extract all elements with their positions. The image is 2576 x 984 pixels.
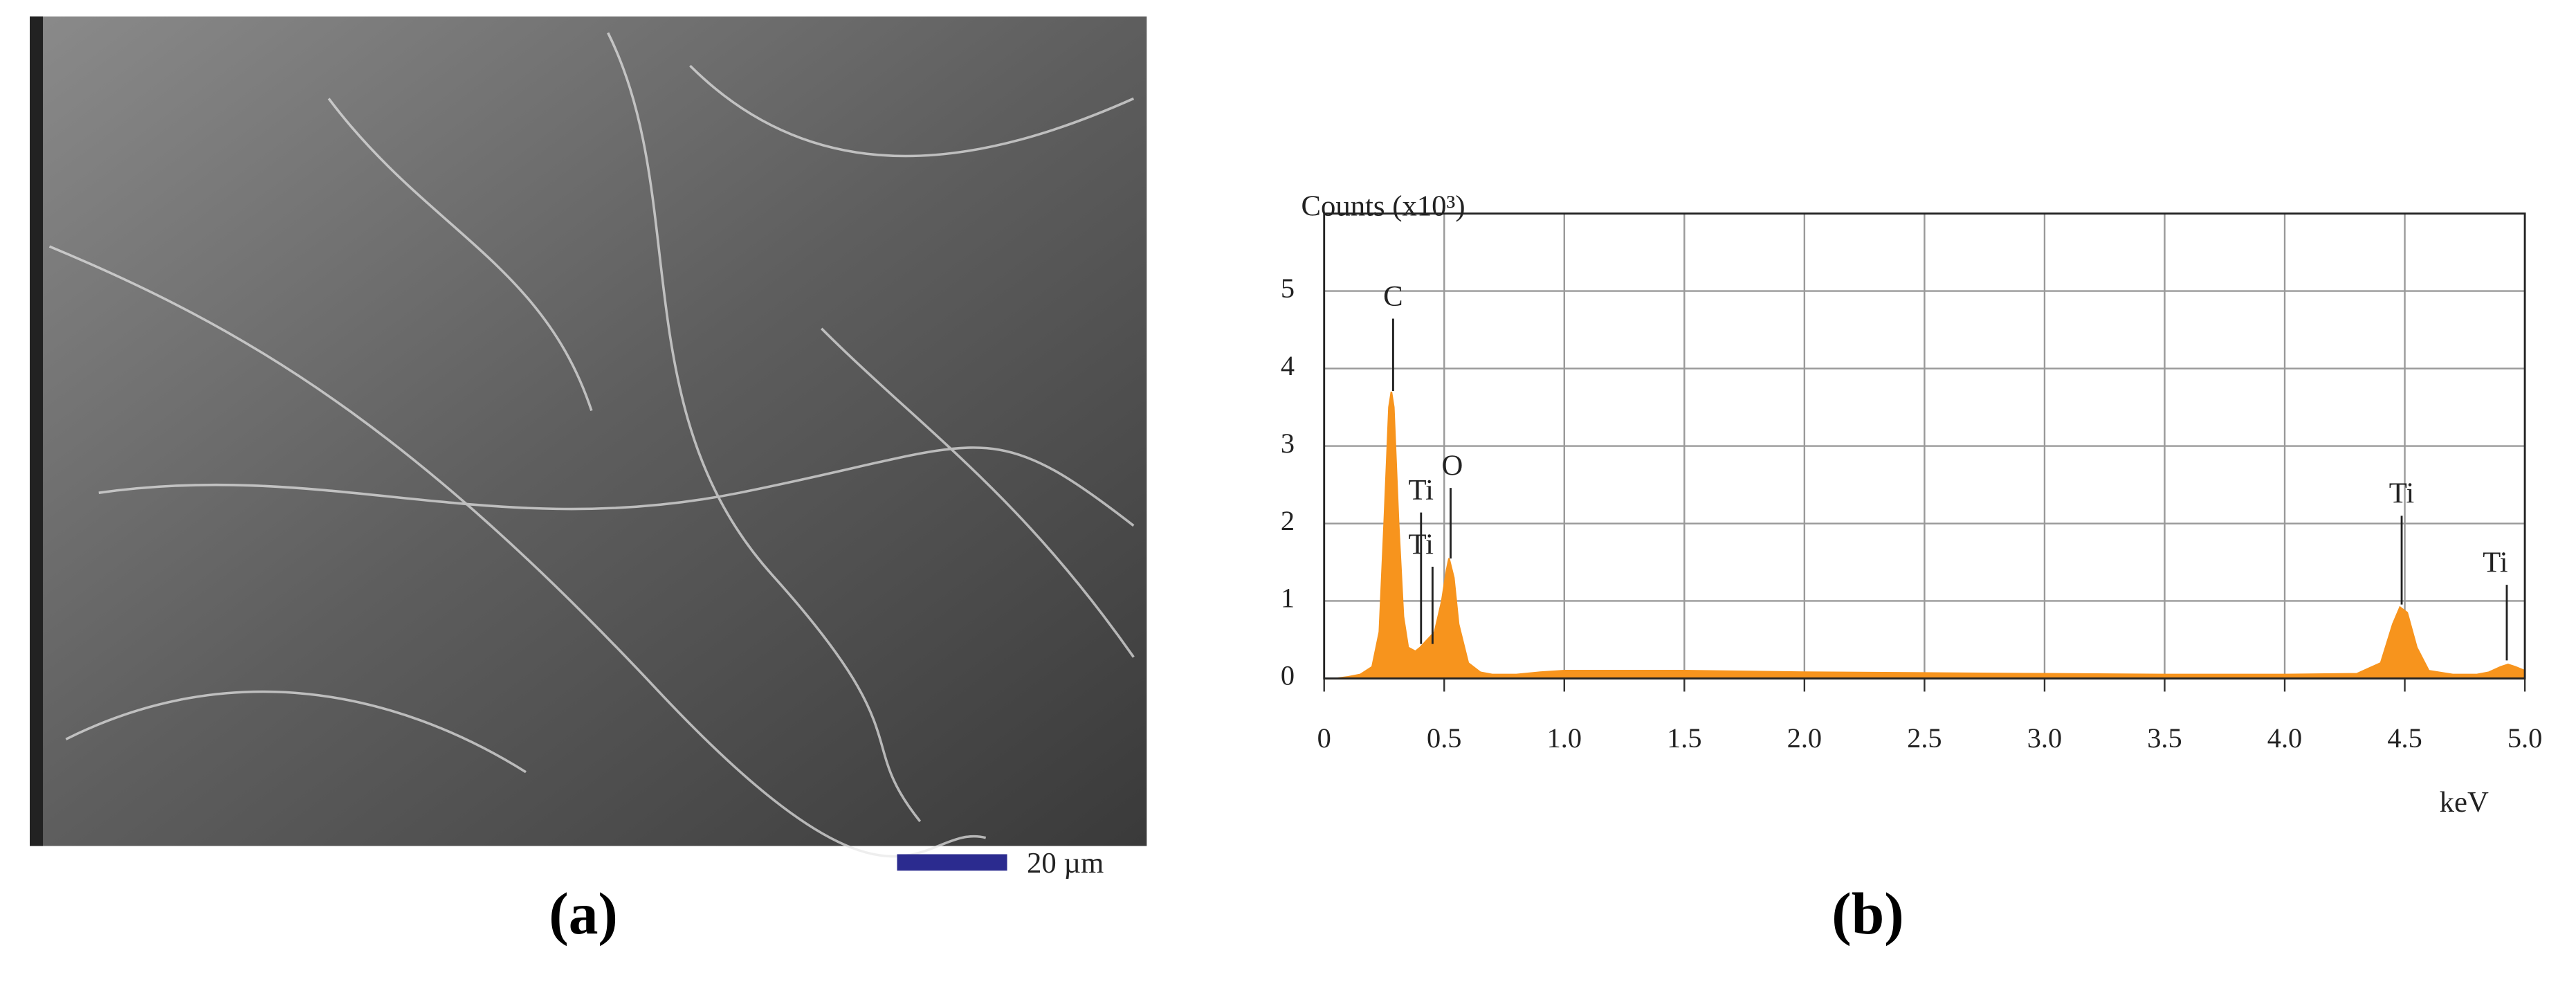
x-tick-label: 0 <box>1317 722 1331 754</box>
x-tick-label: 5.0 <box>2508 722 2542 754</box>
x-tick-label: 3.0 <box>2027 722 2062 754</box>
x-tick-label: 3.5 <box>2147 722 2182 754</box>
x-tick-label: 1.0 <box>1547 722 1582 754</box>
peak-label: Ti <box>2389 477 2415 510</box>
x-tick-label: 1.5 <box>1667 722 1701 754</box>
y-tick-label: 2 <box>1281 505 1295 536</box>
panel-label: (b) <box>1831 882 1903 947</box>
y-axis-label: Counts (x10³) <box>1301 190 1465 222</box>
x-tick-label: 4.0 <box>2267 722 2302 754</box>
x-tick-label: 0.5 <box>1427 722 1461 754</box>
peak-label: O <box>1441 449 1463 482</box>
y-tick-label: 1 <box>1281 583 1295 614</box>
panel-label: (a) <box>549 882 618 947</box>
x-axis-label: keV <box>2440 786 2489 819</box>
y-tick-label: 0 <box>1281 660 1295 691</box>
scale-bar-label: 20 µm <box>1027 847 1104 880</box>
x-tick-label: 2.5 <box>1907 722 1942 754</box>
y-tick-label: 3 <box>1281 428 1295 459</box>
peak-label: Ti <box>2483 546 2508 578</box>
sem-image <box>30 16 1147 858</box>
x-tick-label: 2.0 <box>1787 722 1822 754</box>
peak-label: C <box>1383 280 1403 313</box>
x-tick-label: 4.5 <box>2387 722 2422 754</box>
plot-frame <box>1323 212 2526 680</box>
spectrum-area <box>1324 391 2526 680</box>
y-tick-label: 4 <box>1281 350 1295 381</box>
y-tick-label: 5 <box>1281 273 1295 304</box>
peak-label: Ti <box>1409 528 1434 561</box>
scale-bar <box>897 854 1007 871</box>
peak-label: Ti <box>1409 474 1434 507</box>
